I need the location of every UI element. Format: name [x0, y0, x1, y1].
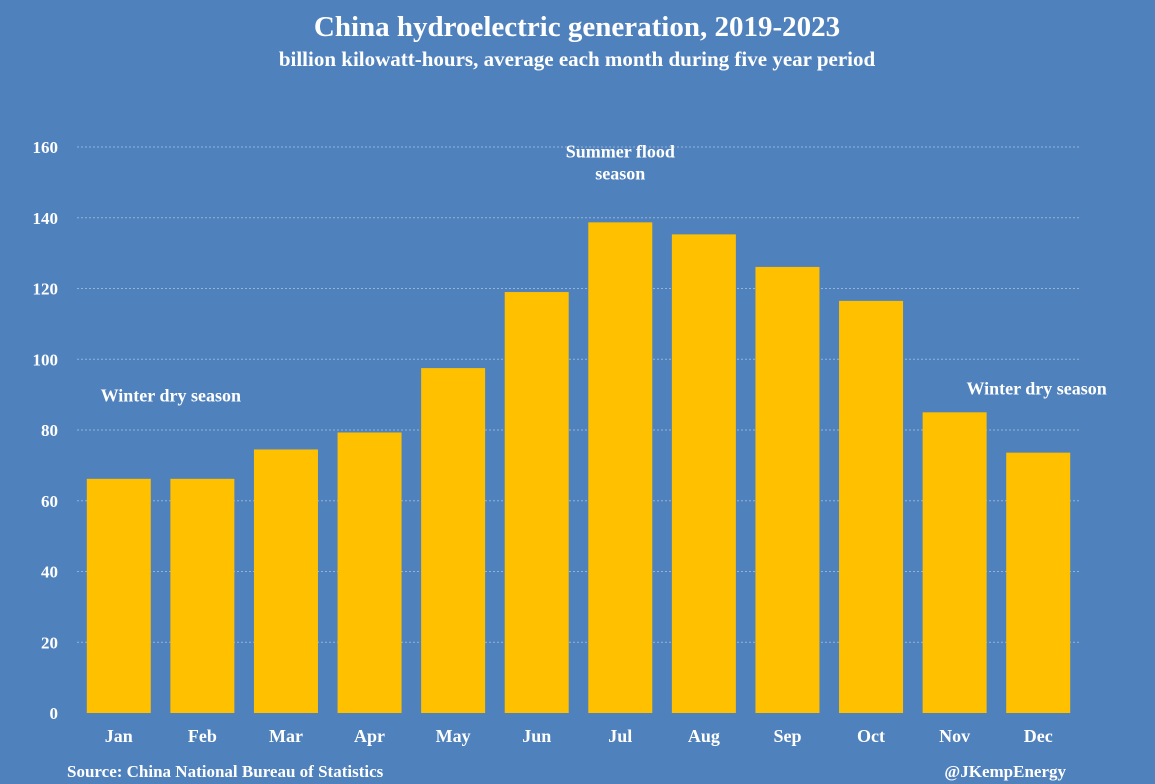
bar-oct [839, 300, 904, 713]
y-tick-label: 20 [41, 633, 58, 652]
gridlines [77, 146, 1080, 643]
chart-title: China hydroelectric generation, 2019-202… [314, 11, 840, 43]
y-tick-label: 80 [41, 421, 58, 440]
annotations: Winter dry season Summer flood season Winte… [101, 142, 1107, 406]
x-tick-label: Sep [773, 726, 801, 746]
bar-jan [86, 478, 151, 713]
x-tick-label: Dec [1024, 726, 1053, 746]
y-tick-label: 40 [41, 563, 58, 582]
chart-subtitle: billion kilowatt-hours, average each mon… [279, 47, 876, 71]
bar-nov [922, 412, 987, 713]
bar-may [421, 368, 486, 713]
annotation-winter-dry-season-right: Winter dry season [966, 379, 1106, 399]
y-tick-label: 160 [33, 138, 59, 157]
bar-jul [588, 222, 653, 713]
x-tick-label: Jun [522, 726, 551, 746]
annotation-summer-flood-season: Summer flood season [566, 142, 675, 184]
source-note: Source: China National Bureau of Statist… [67, 762, 384, 781]
bar-dec [1006, 452, 1071, 713]
y-tick-label: 100 [33, 350, 59, 369]
author-credit: @JKempEnergy [944, 762, 1066, 781]
x-tick-label: Jul [608, 726, 632, 746]
bar-aug [671, 234, 736, 713]
x-tick-label: Jan [105, 726, 133, 746]
bars [86, 222, 1071, 713]
y-axis-tick-labels: 0 20 40 60 80 100 120 140 160 [33, 138, 59, 723]
x-axis-category-labels: Jan Feb Mar Apr May Jun Jul Aug Sep Oct Nov Dec [105, 726, 1053, 746]
x-tick-label: Oct [857, 726, 885, 746]
bar-feb [170, 478, 235, 713]
bar-apr [337, 432, 402, 713]
y-tick-label: 60 [41, 492, 58, 511]
x-tick-label: Aug [688, 726, 720, 746]
bar-jun [504, 292, 569, 713]
x-tick-label: Feb [188, 726, 217, 746]
x-tick-label: Nov [939, 726, 970, 746]
y-tick-label: 120 [33, 280, 59, 299]
x-tick-label: May [436, 726, 471, 746]
annotation-winter-dry-season-left: Winter dry season [101, 386, 241, 406]
y-tick-label: 0 [50, 704, 59, 723]
x-tick-label: Apr [354, 726, 385, 746]
bar-sep [755, 266, 820, 713]
bar-mar [253, 449, 318, 713]
x-tick-label: Mar [269, 726, 303, 746]
y-tick-label: 140 [33, 209, 59, 228]
